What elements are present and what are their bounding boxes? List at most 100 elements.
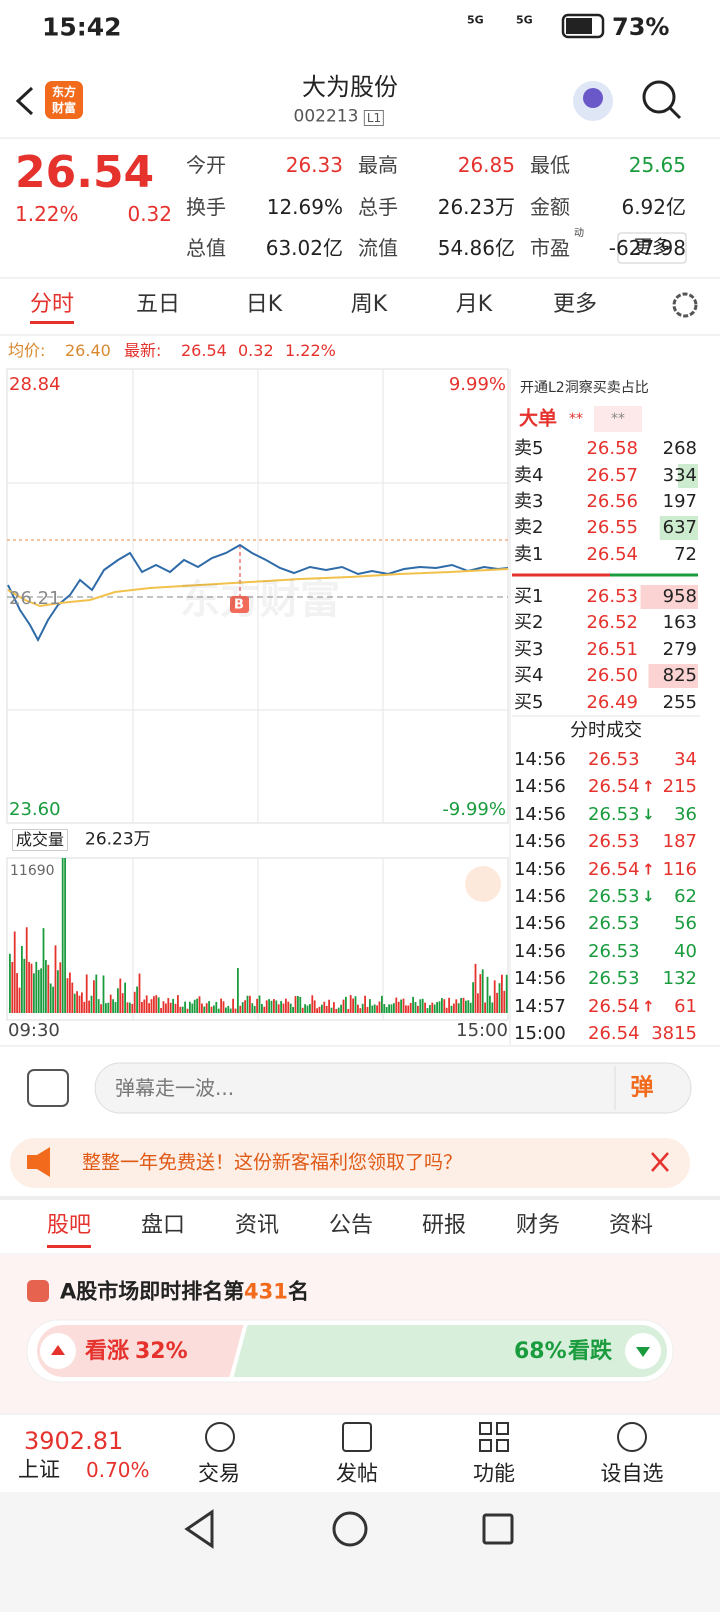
book-price: 26.56 (586, 491, 638, 512)
volume-bar (321, 1004, 323, 1013)
volume-bar (253, 1006, 256, 1013)
nav-item[interactable]: 发帖 (336, 1461, 378, 1486)
book-price: 26.50 (586, 665, 638, 686)
comment-placeholder[interactable]: 弹幕走一波... (115, 1076, 235, 1100)
element (479, 1422, 492, 1435)
trade-time: 14:56 (514, 776, 566, 798)
volume-bar (165, 1003, 167, 1013)
volume-bar (11, 961, 14, 1013)
tab[interactable]: 分时 (29, 292, 75, 317)
axis-low: 23.60 (9, 799, 61, 820)
volume-bar (354, 996, 357, 1013)
trade-price: 26.53 (588, 803, 640, 825)
logo (45, 81, 83, 119)
index-change: 0.70% (86, 1458, 150, 1482)
avatar-face (583, 88, 603, 108)
book-label: 卖5 (514, 438, 544, 459)
settings-button[interactable] (672, 292, 698, 318)
l2-promo[interactable]: 开通L2洞察买卖占比 (520, 380, 649, 396)
volume-bars (9, 858, 508, 1013)
volume-bar (457, 1003, 460, 1013)
book-label: 卖2 (514, 517, 544, 538)
volume-bar (263, 1006, 266, 1013)
volume-bar (438, 1001, 441, 1013)
bull-label: 看涨 (85, 1339, 130, 1364)
content-tab[interactable]: 股吧 (46, 1213, 92, 1238)
trade-price: 26.53 (588, 831, 640, 853)
content-tab[interactable]: 财务 (515, 1213, 561, 1238)
volume-bar (352, 998, 354, 1013)
content-tab[interactable]: 盘口 (140, 1213, 186, 1238)
search-button[interactable] (642, 80, 676, 114)
stat-sup: 动 (574, 228, 584, 239)
volume-bar (419, 999, 422, 1013)
volume-bar (383, 1004, 386, 1013)
volume-bar (318, 1006, 321, 1013)
bear-segment (233, 1325, 667, 1377)
volume-bar (30, 963, 33, 1013)
buy-marker[interactable] (230, 596, 249, 613)
latest-change: 0.32 (238, 341, 274, 360)
volume-bar (119, 978, 122, 1013)
volume-bar (498, 983, 501, 1013)
trades-title: 分时成交 (570, 720, 642, 741)
content-tab[interactable]: 资讯 (234, 1213, 280, 1238)
volume-bar (126, 1002, 129, 1013)
trade-price: 26.53 (588, 886, 640, 907)
book-volume: 958 (662, 586, 697, 607)
tab[interactable]: 更多 (552, 292, 598, 317)
comment-list-icon[interactable] (27, 1069, 69, 1107)
more-button[interactable] (617, 232, 687, 264)
volume-bar (249, 995, 251, 1013)
volume-bar (477, 993, 479, 1013)
volume-bar (381, 995, 383, 1013)
volume-bar (289, 1003, 292, 1013)
volume-bar (376, 1005, 378, 1013)
more-button-label[interactable]: 更多 (634, 237, 670, 258)
volume-bar (186, 1008, 189, 1013)
volume-bar (179, 1006, 182, 1013)
volume-bar (265, 1000, 268, 1013)
time-end: 15:00 (456, 1020, 508, 1041)
stat-label: 金额 (530, 195, 570, 219)
volume-bar (491, 1002, 494, 1013)
trade-volume: 34 (674, 749, 697, 770)
tab[interactable]: 日K (245, 292, 283, 317)
marker-label: B (234, 597, 244, 613)
book-label: 买5 (514, 692, 544, 713)
tab[interactable]: 五日 (135, 292, 181, 317)
volume-bar (162, 1001, 165, 1013)
volume-bar (431, 1002, 434, 1013)
comment-input[interactable] (94, 1062, 692, 1114)
nav-item[interactable]: 功能 (473, 1461, 515, 1486)
nav-item[interactable]: 设自选 (600, 1461, 664, 1486)
volume-bar (129, 1002, 131, 1013)
volume-bar (443, 999, 446, 1013)
expand-button[interactable] (465, 866, 501, 902)
banner[interactable] (10, 1138, 690, 1188)
system-recent[interactable] (482, 1513, 514, 1545)
system-home[interactable] (332, 1511, 368, 1547)
volume-bar (45, 960, 47, 1013)
danmaku-button[interactable]: 弹 (630, 1074, 654, 1101)
battery-level (566, 18, 592, 34)
volume-bar (282, 1003, 285, 1013)
volume-bar (467, 1000, 470, 1013)
volume-bar (400, 999, 402, 1013)
content-tab[interactable]: 研报 (421, 1213, 467, 1238)
back-button[interactable] (15, 86, 34, 116)
stat-label: 今开 (186, 153, 226, 177)
content-tab[interactable]: 公告 (328, 1213, 374, 1238)
tab[interactable]: 月K (455, 292, 493, 317)
volume-bar (304, 1004, 306, 1013)
system-back[interactable] (184, 1509, 214, 1549)
volume-selector[interactable]: 成交量 (12, 829, 69, 851)
nav-item[interactable]: 交易 (198, 1461, 240, 1486)
volume-bar (397, 1001, 400, 1013)
tab[interactable]: 周K (350, 292, 388, 317)
trade-volume: 116 (662, 858, 697, 880)
volume-bar (244, 1000, 246, 1013)
content-tab[interactable]: 资料 (608, 1213, 654, 1238)
volume-bar (174, 1003, 177, 1013)
